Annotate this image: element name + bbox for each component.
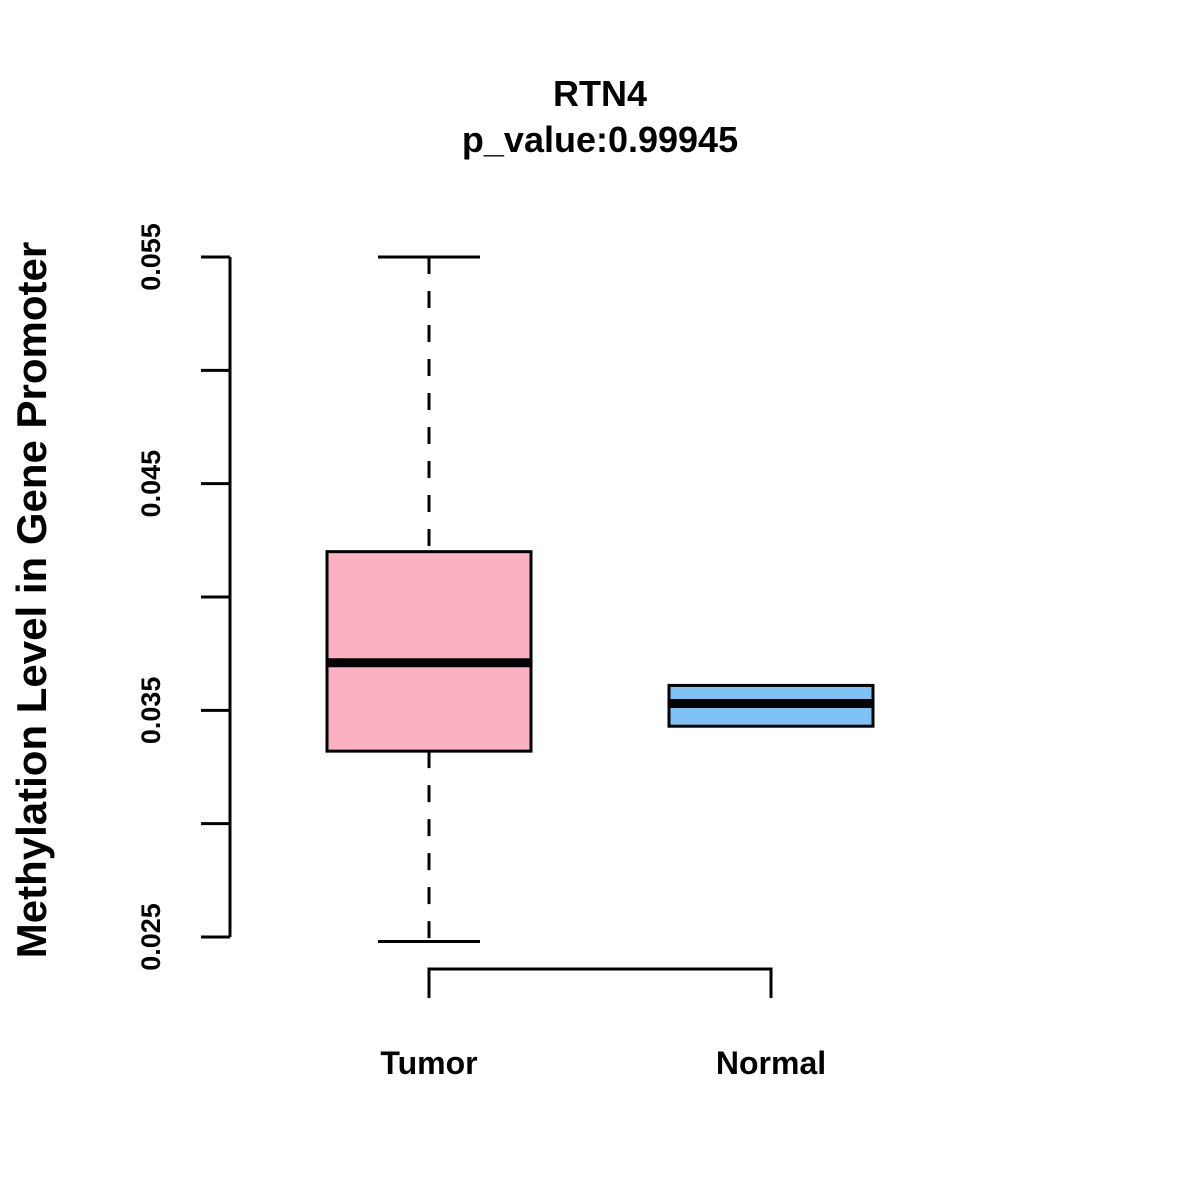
bracket-line: [427, 967, 773, 998]
y-tick-label: 0.025: [136, 903, 166, 971]
y-tick-label: 0.055: [136, 223, 166, 291]
comparison-bracket: [427, 967, 773, 998]
y-tick-label: 0.035: [136, 677, 166, 745]
chart-title: RTN4: [553, 73, 647, 114]
box-body: [325, 550, 533, 753]
chart-subtitle: p_value:0.99945: [462, 119, 738, 160]
y-axis-label: Methylation Level in Gene Promoter: [8, 242, 55, 958]
x-tick-label-normal: Normal: [716, 1045, 826, 1081]
boxes-layer: [325, 255, 875, 944]
y-tick-label: 0.045: [136, 450, 166, 518]
box-tumor: [325, 255, 533, 944]
x-tick-label-tumor: Tumor: [380, 1045, 477, 1081]
box-normal: [667, 683, 875, 728]
y-axis: 0.025 0.035 0.045 0.055: [136, 223, 232, 971]
x-axis-labels: Tumor Normal: [380, 1045, 826, 1081]
